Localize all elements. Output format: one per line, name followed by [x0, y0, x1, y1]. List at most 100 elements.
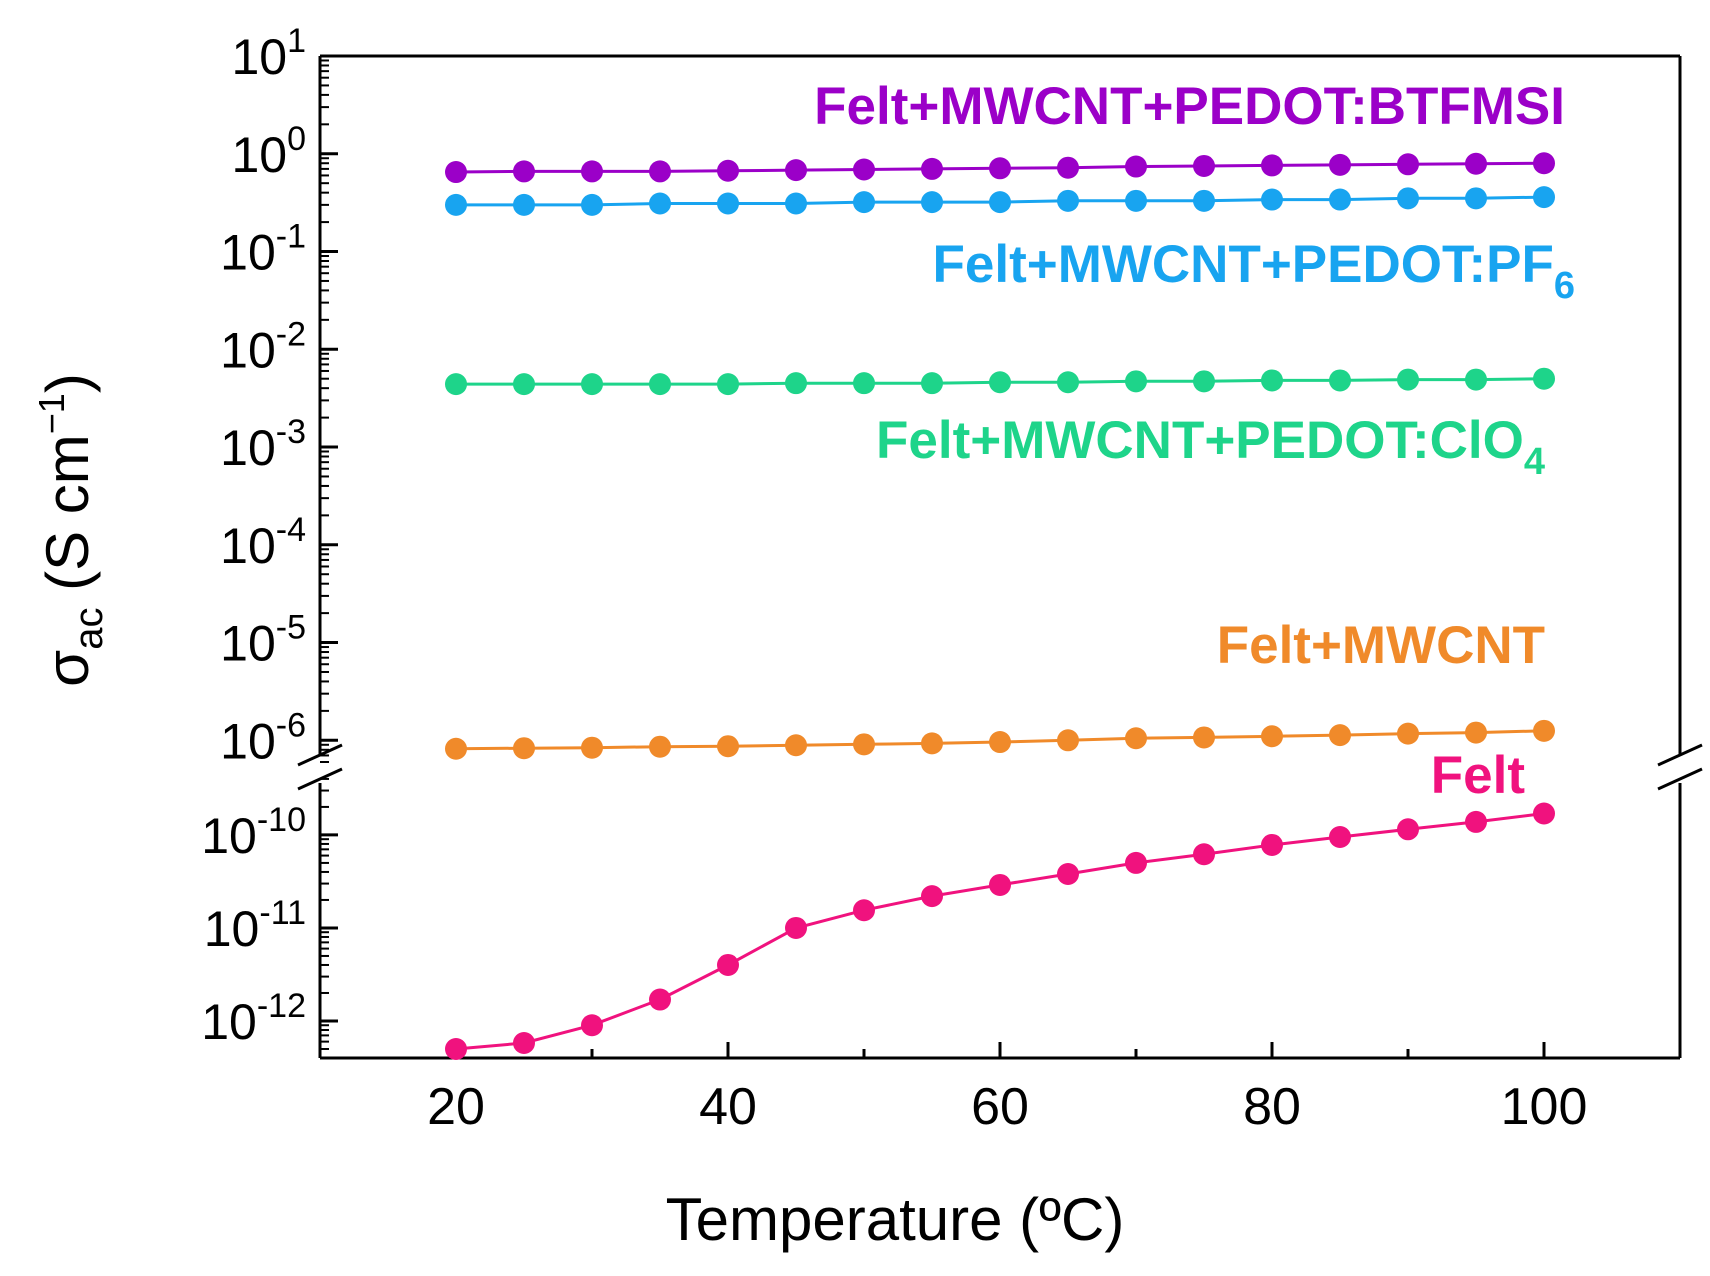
series-label-subscript: 6	[1554, 265, 1575, 307]
data-point	[649, 373, 671, 396]
y-tick-base: 10	[220, 518, 276, 574]
data-point	[649, 160, 671, 183]
data-point	[581, 193, 603, 216]
y-label-symbol: σ	[34, 650, 101, 687]
data-point	[1533, 367, 1555, 390]
series-label-text: Felt+MWCNT+PEDOT:BTFMSI	[814, 77, 1565, 136]
data-point	[1125, 851, 1147, 874]
y-tick-exponent: 1	[287, 22, 306, 60]
series-label-subscript: 4	[1524, 441, 1545, 483]
series-label-0: Felt+MWCNT+PEDOT:BTFMSI	[814, 77, 1565, 136]
y-tick-base: 10	[220, 616, 276, 672]
y-tick-exponent: -10	[257, 801, 306, 839]
x-tick-label: 80	[1243, 1078, 1301, 1136]
y-label-sub: ac	[67, 608, 111, 650]
series-label-2: Felt+MWCNT+PEDOT:ClO4	[876, 411, 1545, 483]
y-tick-base: 10	[201, 994, 257, 1050]
y-tick-base: 10	[220, 225, 276, 281]
series-label-1: Felt+MWCNT+PEDOT:PF6	[933, 235, 1575, 307]
data-point	[1397, 368, 1419, 391]
data-point	[581, 736, 603, 759]
y-tick-exponent: -5	[276, 609, 306, 647]
data-point	[1193, 189, 1215, 212]
data-point	[1329, 188, 1351, 211]
y-tick-base: 10	[220, 420, 276, 476]
data-point	[445, 161, 467, 184]
data-point	[1397, 722, 1419, 745]
data-point	[1193, 726, 1215, 749]
data-point	[853, 733, 875, 756]
x-axis-label: Temperature (ºC)	[666, 1186, 1125, 1253]
data-point	[989, 371, 1011, 394]
data-point	[989, 191, 1011, 214]
y-tick-base: 10	[231, 127, 287, 183]
data-point	[921, 885, 943, 908]
data-point	[1261, 725, 1283, 748]
plot-frame	[297, 54, 1703, 1060]
series-label-text: Felt+MWCNT+PEDOT:PF	[933, 235, 1554, 294]
data-point	[1261, 369, 1283, 392]
data-point	[581, 1014, 603, 1037]
data-point	[921, 732, 943, 755]
series-label-3: Felt+MWCNT	[1217, 616, 1545, 675]
data-point	[717, 735, 739, 758]
y-tick-label: 10-3	[220, 413, 306, 476]
data-point	[1057, 189, 1079, 212]
data-point	[513, 193, 535, 216]
tick-labels: 20 40 60 80 10010110010-110-210-310-410-510-…	[201, 22, 1587, 1136]
data-point	[989, 873, 1011, 896]
y-tick-exponent: -3	[276, 413, 306, 451]
y-tick-label: 10-10	[201, 801, 306, 864]
data-point	[785, 192, 807, 215]
data-point	[717, 192, 739, 215]
axis-break-mark	[1657, 767, 1703, 791]
axis-break-mark	[1657, 743, 1703, 767]
y-tick-label: 10-12	[201, 987, 306, 1050]
series-label-4: Felt	[1431, 746, 1525, 805]
series-label-text: Felt+MWCNT+PEDOT:ClO	[876, 411, 1524, 470]
y-tick-label: 10-5	[220, 609, 306, 672]
y-tick-base: 10	[201, 808, 257, 864]
data-point	[1465, 810, 1487, 833]
data-point	[445, 1037, 467, 1060]
data-point	[1465, 721, 1487, 744]
y-tick-label: 10-4	[220, 511, 306, 574]
data-point	[1397, 818, 1419, 841]
series-line	[455, 812, 1545, 1051]
data-point	[445, 193, 467, 216]
series-2	[445, 367, 1555, 396]
y-tick-exponent: -6	[276, 706, 306, 744]
series-0	[445, 152, 1555, 184]
data-point	[1261, 188, 1283, 211]
data-point	[921, 157, 943, 180]
series-group	[445, 152, 1555, 1060]
y-tick-base: 10	[204, 901, 260, 957]
data-point	[785, 159, 807, 182]
y-label-unit-sup: −1	[31, 393, 72, 434]
y-tick-exponent: -12	[257, 987, 306, 1025]
data-point	[581, 373, 603, 396]
data-point	[581, 160, 603, 183]
series-3	[445, 719, 1555, 760]
y-tick-base: 10	[220, 322, 276, 378]
series-label-text: Felt	[1431, 746, 1525, 805]
data-point	[1397, 187, 1419, 210]
data-point	[785, 372, 807, 395]
data-point	[1261, 833, 1283, 856]
data-point	[649, 988, 671, 1011]
y-tick-label: 100	[231, 120, 306, 183]
data-point	[649, 192, 671, 215]
data-point	[1533, 186, 1555, 209]
data-point	[989, 157, 1011, 180]
x-tick-label: 40	[699, 1078, 757, 1136]
data-point	[649, 735, 671, 758]
data-point	[1533, 802, 1555, 825]
series-labels: Felt+MWCNT+PEDOT:BTFMSI Felt+MWCNT+PEDOT:…	[814, 77, 1575, 805]
data-point	[785, 916, 807, 939]
data-point	[1465, 152, 1487, 175]
data-point	[1329, 153, 1351, 176]
y-tick-base: 10	[231, 29, 287, 85]
y-tick-exponent: 0	[287, 120, 306, 158]
y-tick-exponent: -11	[259, 894, 306, 932]
